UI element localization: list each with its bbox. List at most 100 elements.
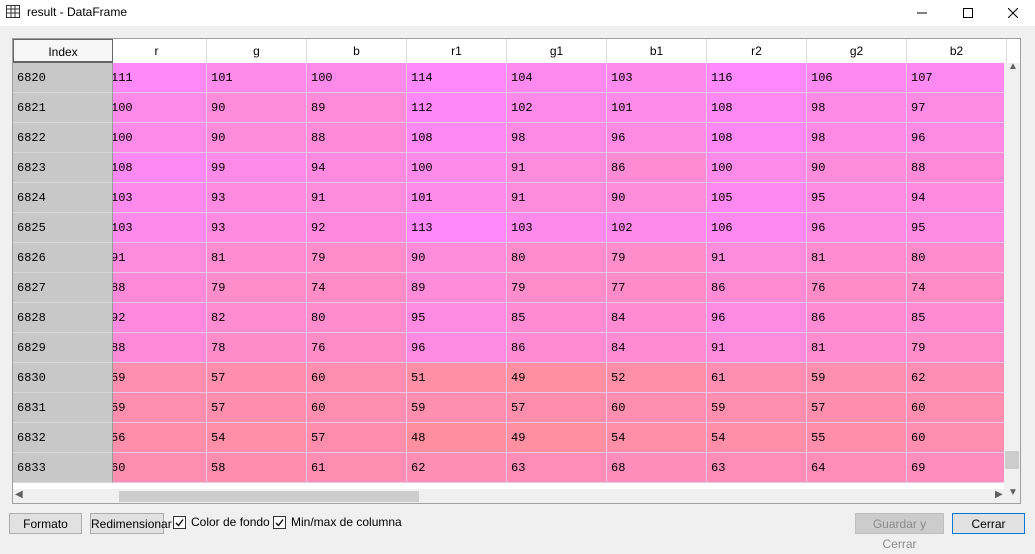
data-cell[interactable]: 81 (807, 243, 907, 273)
data-cell[interactable]: 81 (207, 243, 307, 273)
data-cell[interactable]: 59 (807, 363, 907, 393)
data-cell[interactable]: 113 (407, 213, 507, 243)
data-cell[interactable]: 95 (807, 183, 907, 213)
data-cell[interactable]: 96 (407, 333, 507, 363)
data-cell[interactable]: 80 (307, 303, 407, 333)
data-cell[interactable]: 54 (207, 423, 307, 453)
data-cell[interactable]: 101 (207, 63, 307, 93)
data-cell[interactable]: 63 (707, 453, 807, 483)
data-cell[interactable]: 90 (607, 183, 707, 213)
data-cell[interactable]: 89 (307, 93, 407, 123)
data-cell[interactable]: 56 (107, 423, 207, 453)
data-cell[interactable]: 88 (307, 123, 407, 153)
column-minmax-checkbox[interactable]: Min/max de columna (273, 515, 402, 529)
data-cell[interactable]: 89 (407, 273, 507, 303)
minimize-button[interactable] (899, 0, 945, 26)
data-cell[interactable]: 86 (707, 273, 807, 303)
data-cell[interactable]: 60 (107, 453, 207, 483)
data-cell[interactable]: 100 (407, 153, 507, 183)
data-cell[interactable]: 59 (107, 363, 207, 393)
data-cell[interactable]: 57 (307, 423, 407, 453)
row-index-cell[interactable]: 6822 (13, 123, 113, 153)
index-column-header[interactable]: Index (13, 39, 113, 63)
data-cell[interactable]: 88 (907, 153, 1007, 183)
data-cell[interactable]: 94 (307, 153, 407, 183)
data-cell[interactable]: 106 (807, 63, 907, 93)
row-index-cell[interactable]: 6825 (13, 213, 113, 243)
data-cell[interactable]: 102 (507, 93, 607, 123)
scroll-right-icon[interactable]: ▶ (995, 489, 1003, 500)
data-cell[interactable]: 90 (207, 93, 307, 123)
data-cell[interactable]: 91 (307, 183, 407, 213)
data-cell[interactable]: 98 (807, 123, 907, 153)
scroll-up-icon[interactable]: ▲ (1008, 61, 1018, 72)
data-cell[interactable]: 51 (407, 363, 507, 393)
row-index-cell[interactable]: 6828 (13, 303, 113, 333)
row-index-cell[interactable]: 6829 (13, 333, 113, 363)
data-cell[interactable]: 103 (607, 63, 707, 93)
data-cell[interactable]: 48 (407, 423, 507, 453)
row-index-cell[interactable]: 6823 (13, 153, 113, 183)
data-cell[interactable]: 59 (407, 393, 507, 423)
data-cell[interactable]: 96 (707, 303, 807, 333)
data-cell[interactable]: 91 (507, 183, 607, 213)
data-cell[interactable]: 100 (307, 63, 407, 93)
data-cell[interactable]: 90 (407, 243, 507, 273)
data-cell[interactable]: 49 (507, 363, 607, 393)
data-cell[interactable]: 84 (607, 333, 707, 363)
data-cell[interactable]: 103 (107, 183, 207, 213)
data-cell[interactable]: 84 (607, 303, 707, 333)
data-cell[interactable]: 76 (307, 333, 407, 363)
data-cell[interactable]: 62 (407, 453, 507, 483)
data-cell[interactable]: 57 (807, 393, 907, 423)
column-header[interactable]: g1 (507, 39, 607, 63)
data-cell[interactable]: 99 (207, 153, 307, 183)
data-cell[interactable]: 52 (607, 363, 707, 393)
data-cell[interactable]: 88 (107, 333, 207, 363)
data-cell[interactable]: 74 (907, 273, 1007, 303)
row-index-cell[interactable]: 6827 (13, 273, 113, 303)
data-cell[interactable]: 88 (107, 273, 207, 303)
data-cell[interactable]: 103 (507, 213, 607, 243)
data-cell[interactable]: 54 (707, 423, 807, 453)
column-header[interactable]: b1 (607, 39, 707, 63)
data-cell[interactable]: 108 (107, 153, 207, 183)
data-cell[interactable]: 91 (707, 333, 807, 363)
data-cell[interactable]: 69 (907, 453, 1007, 483)
data-cell[interactable]: 57 (207, 363, 307, 393)
data-cell[interactable]: 86 (807, 303, 907, 333)
row-index-cell[interactable]: 6824 (13, 183, 113, 213)
close-button[interactable] (990, 0, 1035, 26)
data-cell[interactable]: 97 (907, 93, 1007, 123)
data-cell[interactable]: 82 (207, 303, 307, 333)
row-index-cell[interactable]: 6821 (13, 93, 113, 123)
data-cell[interactable]: 86 (507, 333, 607, 363)
data-cell[interactable]: 108 (707, 93, 807, 123)
data-cell[interactable]: 102 (607, 213, 707, 243)
data-cell[interactable]: 101 (607, 93, 707, 123)
row-index-cell[interactable]: 6831 (13, 393, 113, 423)
data-cell[interactable]: 80 (907, 243, 1007, 273)
format-button[interactable]: Formato (9, 513, 82, 534)
data-cell[interactable]: 79 (607, 243, 707, 273)
data-cell[interactable]: 108 (707, 123, 807, 153)
row-index-cell[interactable]: 6833 (13, 453, 113, 483)
column-header[interactable]: b2 (907, 39, 1007, 63)
resize-button[interactable]: Redimensionar (90, 513, 172, 534)
horizontal-scroll-thumb[interactable] (119, 491, 419, 502)
data-cell[interactable]: 103 (107, 213, 207, 243)
data-cell[interactable]: 94 (907, 183, 1007, 213)
data-cell[interactable]: 91 (507, 153, 607, 183)
data-cell[interactable]: 63 (507, 453, 607, 483)
data-cell[interactable]: 114 (407, 63, 507, 93)
data-cell[interactable]: 100 (107, 123, 207, 153)
column-header[interactable]: r1 (407, 39, 507, 63)
data-cell[interactable]: 96 (807, 213, 907, 243)
data-cell[interactable]: 80 (507, 243, 607, 273)
data-cell[interactable]: 55 (807, 423, 907, 453)
data-cell[interactable]: 86 (607, 153, 707, 183)
data-cell[interactable]: 62 (907, 363, 1007, 393)
data-cell[interactable]: 108 (407, 123, 507, 153)
data-cell[interactable]: 98 (807, 93, 907, 123)
data-cell[interactable]: 60 (607, 393, 707, 423)
